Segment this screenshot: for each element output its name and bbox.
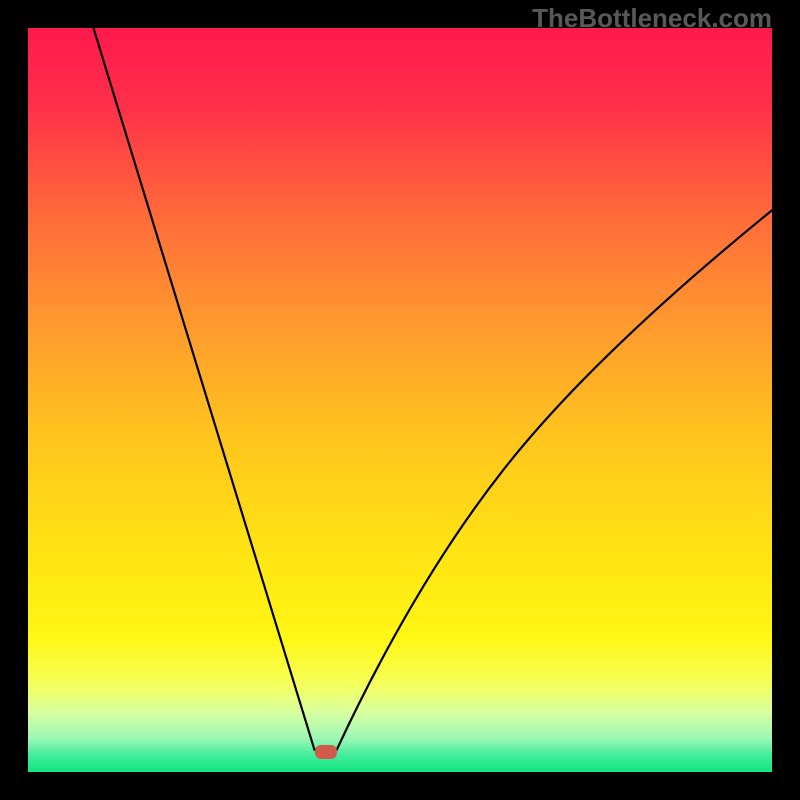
chart-container: TheBottleneck.com: [0, 0, 800, 800]
optimum-marker: [315, 745, 337, 759]
watermark-text: TheBottleneck.com: [532, 3, 772, 34]
plot-area: [28, 28, 772, 772]
bottleneck-curve: [28, 28, 772, 772]
